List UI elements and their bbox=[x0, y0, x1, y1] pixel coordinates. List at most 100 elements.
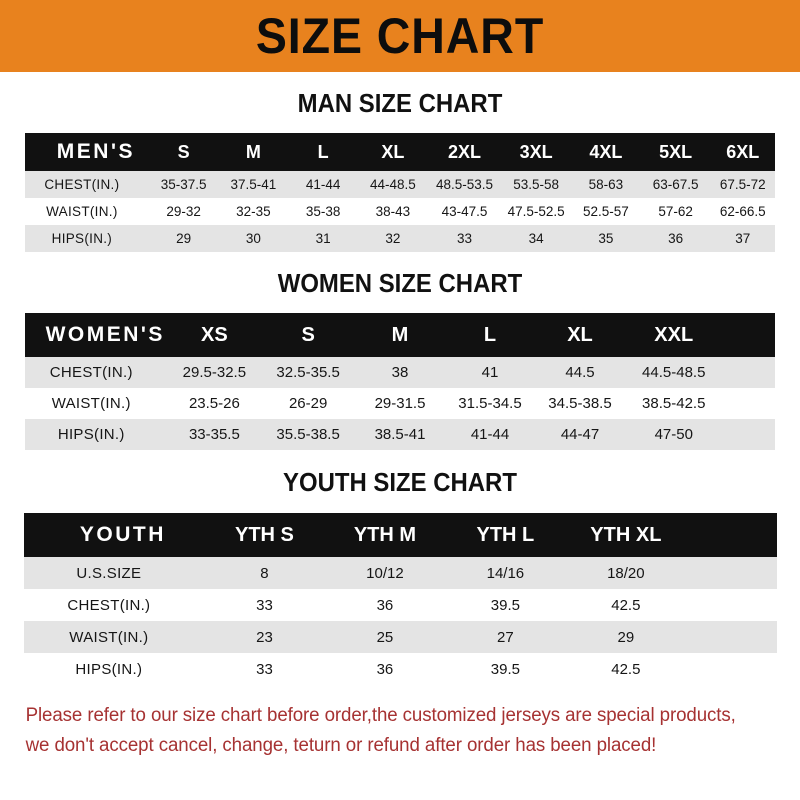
youth-row-label-hips: HIPS(IN.) bbox=[23, 653, 205, 685]
women-waist-xxl: 38.5-42.5 bbox=[625, 388, 723, 419]
youth-hips-xl: 42.5 bbox=[565, 653, 687, 685]
youth-waist-l: 27 bbox=[445, 621, 566, 653]
youth-waist-m: 25 bbox=[324, 621, 446, 653]
men-col-m: M bbox=[218, 133, 289, 171]
men-header-label: MEN'S bbox=[25, 133, 149, 171]
men-waist-l: 35-38 bbox=[288, 198, 358, 225]
table-row: CHEST(IN.) 35-37.5 37.5-41 41-44 44-48.5… bbox=[25, 171, 775, 198]
youth-table-header-row: YOUTH YTH S YTH M YTH L YTH XL bbox=[23, 513, 777, 557]
table-row: WAIST(IN.) 23.5-26 26-29 29-31.5 31.5-34… bbox=[25, 388, 775, 419]
youth-waist-s: 23 bbox=[204, 621, 325, 653]
women-waist-xs: 23.5-26 bbox=[167, 388, 262, 419]
men-col-4xl: 4XL bbox=[571, 133, 641, 171]
youth-row-label-ussize: U.S.SIZE bbox=[23, 557, 205, 589]
men-col-s: S bbox=[148, 133, 219, 171]
youth-header-spacer bbox=[686, 513, 777, 557]
youth-ussize-xl: 18/20 bbox=[565, 557, 687, 589]
women-col-s: S bbox=[261, 313, 355, 357]
men-col-l: L bbox=[288, 133, 358, 171]
women-section-title: WOMEN SIZE CHART bbox=[277, 268, 523, 298]
women-section: WOMEN SIZE CHART WOMEN'S XS S M L XL XXL bbox=[0, 252, 800, 450]
men-hips-4xl: 35 bbox=[571, 225, 641, 252]
women-hips-xs: 33-35.5 bbox=[167, 419, 262, 450]
men-row-label-waist: WAIST(IN.) bbox=[25, 198, 149, 225]
table-row: HIPS(IN.) 33 36 39.5 42.5 bbox=[23, 653, 777, 685]
women-header-label: WOMEN'S bbox=[25, 313, 168, 357]
youth-header-label: YOUTH bbox=[23, 513, 205, 557]
youth-hips-spacer bbox=[686, 653, 777, 685]
table-row: U.S.SIZE 8 10/12 14/16 18/20 bbox=[23, 557, 777, 589]
women-col-xxl: XXL bbox=[625, 313, 723, 357]
table-row: CHEST(IN.) 33 36 39.5 42.5 bbox=[23, 589, 777, 621]
men-chest-m: 37.5-41 bbox=[218, 171, 289, 198]
women-row-label-chest: CHEST(IN.) bbox=[25, 357, 168, 388]
youth-ussize-spacer bbox=[686, 557, 777, 589]
men-waist-3xl: 47.5-52.5 bbox=[501, 198, 571, 225]
youth-col-yth-s: YTH S bbox=[204, 513, 325, 557]
youth-chest-s: 33 bbox=[204, 589, 325, 621]
disclaimer-line-2: we don't accept cancel, change, teturn o… bbox=[25, 735, 657, 756]
men-section: MAN SIZE CHART MEN'S S M L XL 2XL 3XL bbox=[0, 72, 800, 252]
women-chest-spacer bbox=[722, 357, 775, 388]
youth-col-yth-m: YTH M bbox=[324, 513, 446, 557]
youth-chest-spacer bbox=[686, 589, 777, 621]
men-waist-2xl: 43-47.5 bbox=[427, 198, 502, 225]
youth-ussize-s: 8 bbox=[204, 557, 325, 589]
women-col-xl: XL bbox=[535, 313, 625, 357]
disclaimer-line-1: Please refer to our size chart before or… bbox=[25, 705, 736, 726]
men-waist-6xl: 62-66.5 bbox=[710, 198, 775, 225]
youth-table-wrap: YOUTH YTH S YTH M YTH L YTH XL U.S.SIZE … bbox=[23, 513, 777, 685]
women-table-header-row: WOMEN'S XS S M L XL XXL bbox=[25, 313, 775, 357]
women-col-xs: XS bbox=[167, 313, 262, 357]
table-row: WAIST(IN.) 23 25 27 29 bbox=[23, 621, 777, 653]
men-chest-s: 35-37.5 bbox=[148, 171, 219, 198]
page-banner: SIZE CHART bbox=[0, 0, 800, 72]
men-waist-s: 29-32 bbox=[148, 198, 219, 225]
men-chest-xl: 44-48.5 bbox=[358, 171, 428, 198]
men-col-2xl: 2XL bbox=[427, 133, 502, 171]
men-table-wrap: MEN'S S M L XL 2XL 3XL 4XL 5XL 6XL CHEST… bbox=[25, 133, 775, 252]
women-chest-m: 38 bbox=[355, 357, 445, 388]
youth-waist-spacer bbox=[686, 621, 777, 653]
youth-col-yth-l: YTH L bbox=[445, 513, 566, 557]
youth-row-label-waist: WAIST(IN.) bbox=[23, 621, 205, 653]
men-col-5xl: 5XL bbox=[640, 133, 711, 171]
youth-chest-xl: 42.5 bbox=[565, 589, 687, 621]
women-hips-s: 35.5-38.5 bbox=[261, 419, 355, 450]
youth-ussize-m: 10/12 bbox=[324, 557, 446, 589]
women-col-l: L bbox=[445, 313, 535, 357]
youth-section-title: YOUTH SIZE CHART bbox=[283, 467, 517, 497]
men-hips-5xl: 36 bbox=[640, 225, 711, 252]
men-chest-6xl: 67.5-72 bbox=[710, 171, 775, 198]
youth-hips-s: 33 bbox=[204, 653, 325, 685]
men-hips-6xl: 37 bbox=[710, 225, 775, 252]
women-hips-xl: 44-47 bbox=[535, 419, 625, 450]
women-chest-xs: 29.5-32.5 bbox=[167, 357, 262, 388]
women-hips-m: 38.5-41 bbox=[355, 419, 445, 450]
men-size-table: MEN'S S M L XL 2XL 3XL 4XL 5XL 6XL CHEST… bbox=[25, 133, 775, 252]
youth-ussize-l: 14/16 bbox=[445, 557, 566, 589]
men-chest-3xl: 53.5-58 bbox=[501, 171, 571, 198]
men-chest-l: 41-44 bbox=[288, 171, 358, 198]
women-waist-s: 26-29 bbox=[261, 388, 355, 419]
table-row: HIPS(IN.) 33-35.5 35.5-38.5 38.5-41 41-4… bbox=[25, 419, 775, 450]
women-chest-xl: 44.5 bbox=[535, 357, 625, 388]
women-waist-l: 31.5-34.5 bbox=[445, 388, 535, 419]
men-waist-m: 32-35 bbox=[218, 198, 289, 225]
women-row-label-hips: HIPS(IN.) bbox=[25, 419, 168, 450]
men-hips-m: 30 bbox=[218, 225, 289, 252]
men-row-label-chest: CHEST(IN.) bbox=[25, 171, 149, 198]
men-chest-2xl: 48.5-53.5 bbox=[427, 171, 502, 198]
men-col-xl: XL bbox=[358, 133, 428, 171]
youth-hips-l: 39.5 bbox=[445, 653, 566, 685]
men-waist-5xl: 57-62 bbox=[640, 198, 711, 225]
women-size-table: WOMEN'S XS S M L XL XXL CHEST(IN.) 29.5-… bbox=[25, 313, 775, 450]
men-chest-4xl: 58-63 bbox=[571, 171, 641, 198]
men-table-header-row: MEN'S S M L XL 2XL 3XL 4XL 5XL 6XL bbox=[25, 133, 775, 171]
table-row: CHEST(IN.) 29.5-32.5 32.5-35.5 38 41 44.… bbox=[25, 357, 775, 388]
women-hips-l: 41-44 bbox=[445, 419, 535, 450]
youth-row-label-chest: CHEST(IN.) bbox=[23, 589, 205, 621]
men-section-title: MAN SIZE CHART bbox=[297, 88, 503, 118]
women-table-wrap: WOMEN'S XS S M L XL XXL CHEST(IN.) 29.5-… bbox=[25, 313, 775, 450]
